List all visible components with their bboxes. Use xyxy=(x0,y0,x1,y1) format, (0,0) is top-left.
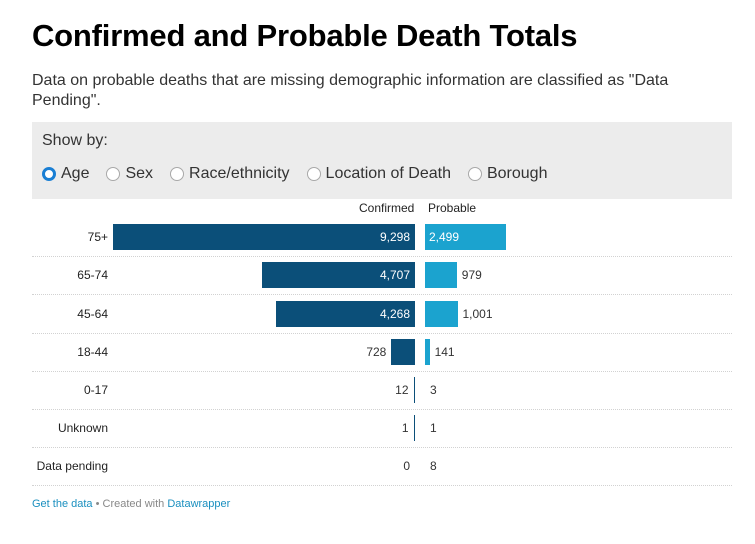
probable-value-label: 979 xyxy=(461,268,482,283)
confirmed-bar xyxy=(113,224,415,251)
show-by-radio-group: Age Sex Race/ethnicity Location of Death Bor… xyxy=(42,165,564,183)
chart-footer: Get the data • Created with Datawrapper xyxy=(32,498,230,510)
confirmed-value-label: 728 xyxy=(366,344,387,359)
probable-bar xyxy=(425,300,458,327)
get-data-link[interactable]: Get the data xyxy=(32,498,93,510)
show-by-panel: Show by: Age Sex Race/ethnicity Location of… xyxy=(32,122,732,199)
category-label: Unknown xyxy=(57,421,108,436)
radio-circle-icon[interactable] xyxy=(306,167,321,181)
confirmed-bar xyxy=(391,338,415,365)
confirmed-value-label: 0 xyxy=(403,459,410,474)
radio-option-label: Location of Death xyxy=(325,165,451,182)
category-label: 75+ xyxy=(87,230,108,245)
radio-option-location-of-death[interactable]: Location of Death xyxy=(306,165,451,183)
confirmed-column-header: Confirmed xyxy=(359,201,415,215)
radio-circle-icon[interactable] xyxy=(106,167,121,181)
show-by-label: Show by: xyxy=(42,132,108,149)
radio-circle-icon[interactable] xyxy=(42,167,56,181)
radio-option-race-ethnicity[interactable]: Race/ethnicity xyxy=(170,165,290,183)
probable-value-label: 8 xyxy=(430,459,437,474)
category-label: Data pending xyxy=(36,459,108,474)
radio-option-borough[interactable]: Borough xyxy=(467,165,548,183)
radio-option-age[interactable]: Age xyxy=(42,165,89,183)
confirmed-value-label: 1 xyxy=(401,421,409,436)
chart-subtitle: Data on probable deaths that are missing… xyxy=(32,72,669,109)
probable-value-label: 1 xyxy=(430,421,437,436)
category-label: 18-44 xyxy=(77,344,108,359)
probable-column-header: Probable xyxy=(428,201,477,215)
row-separator xyxy=(32,485,732,487)
probable-value-label: 1,001 xyxy=(462,306,493,321)
probable-value-label: 141 xyxy=(434,344,455,359)
datawrapper-link[interactable]: Datawrapper xyxy=(167,498,231,510)
category-label: 45-64 xyxy=(77,306,108,321)
row-separator xyxy=(32,332,732,334)
confirmed-bar xyxy=(413,415,415,442)
probable-bar xyxy=(425,224,507,251)
probable-value-label: 3 xyxy=(430,382,437,397)
radio-option-label: Race/ethnicity xyxy=(189,165,290,182)
probable-value-label: 2,499 xyxy=(429,230,460,245)
confirmed-value-label: 4,707 xyxy=(379,268,410,283)
radio-circle-icon[interactable] xyxy=(170,167,185,181)
row-separator xyxy=(32,409,732,410)
confirmed-value-label: 12 xyxy=(395,382,409,397)
row-separator xyxy=(32,294,732,296)
radio-option-sex[interactable]: Sex xyxy=(106,165,153,183)
row-separator xyxy=(32,256,732,258)
chart-title: Confirmed and Probable Death Totals xyxy=(32,18,578,53)
confirmed-bar xyxy=(413,376,415,403)
row-separator xyxy=(32,370,732,372)
confirmed-bar xyxy=(276,300,415,327)
probable-bar xyxy=(425,262,457,289)
confirmed-bar xyxy=(262,262,415,289)
confirmed-value-label: 4,268 xyxy=(379,306,410,321)
row-separator xyxy=(32,447,732,449)
radio-option-label: Sex xyxy=(125,165,154,182)
bar-chart: 75+ 9,298 2,499 65-74 4,707 979 45-64 4,268 1,00… xyxy=(32,218,732,487)
category-label: 0-17 xyxy=(83,382,108,397)
confirmed-value-label: 9,298 xyxy=(379,230,410,245)
footer-separator: • Created with xyxy=(92,498,168,510)
category-label: 65-74 xyxy=(77,268,108,283)
probable-bar xyxy=(425,338,430,365)
radio-circle-icon[interactable] xyxy=(467,167,482,181)
radio-option-label: Borough xyxy=(486,165,548,182)
radio-option-label: Age xyxy=(61,165,90,182)
